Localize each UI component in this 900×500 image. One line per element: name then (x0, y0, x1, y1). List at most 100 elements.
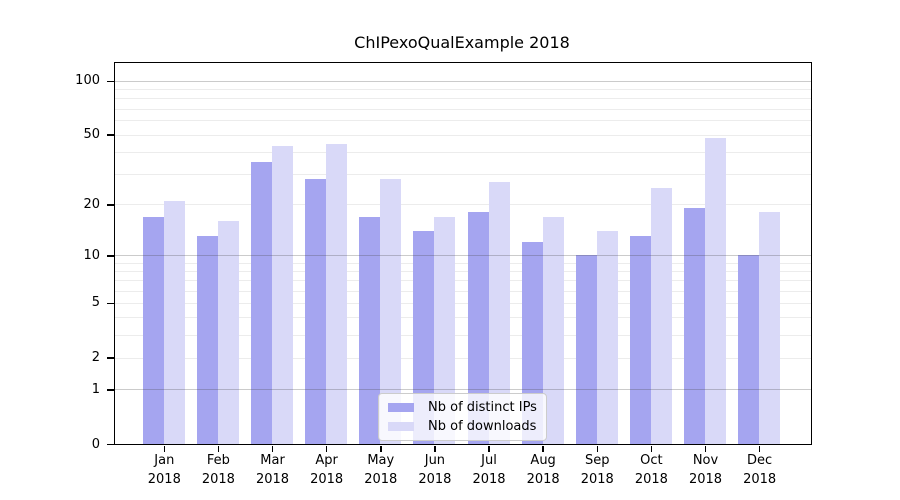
y-tick-label-2: 2 (91, 350, 100, 366)
x-tick-month: Mar (260, 453, 285, 468)
chart-title: ChIPexoQualExample 2018 (354, 33, 570, 52)
x-tick-month: Dec (747, 453, 773, 468)
bar-distinct-ips-jan (142, 216, 164, 444)
bar-downloads-sep (596, 230, 618, 444)
x-tick-mark-sep (596, 446, 598, 452)
x-tick-label-jun: Jun 2018 (408, 451, 462, 489)
y-tick-label-1: 1 (91, 381, 100, 397)
bar-distinct-ips-jul (467, 212, 489, 444)
x-tick-label-oct: Oct 2018 (624, 451, 678, 489)
x-tick-month: Aug (530, 453, 556, 468)
gridline-minor-80 (115, 98, 811, 100)
x-tick-label-jul: Jul 2018 (462, 451, 516, 489)
gridline-minor-70 (115, 108, 811, 110)
legend-label-distinct-ips: Nb of distinct IPs (428, 400, 537, 415)
x-tick-year: 2018 (580, 472, 614, 487)
bar-downloads-mar (272, 146, 294, 444)
x-tick-year: 2018 (364, 472, 398, 487)
x-tick-label-apr: Apr 2018 (300, 451, 354, 489)
x-tick-year: 2018 (418, 472, 452, 487)
bar-downloads-apr (326, 144, 348, 444)
gridline-minor-9 (115, 262, 811, 264)
bar-downloads-dec (759, 212, 781, 444)
bar-distinct-ips-may (359, 216, 381, 444)
y-tick-mark-5 (107, 302, 114, 305)
x-tick-label-may: May 2018 (354, 451, 408, 489)
bar-downloads-may (380, 179, 402, 444)
x-tick-month: Sep (584, 453, 610, 468)
x-tick-year: 2018 (634, 472, 668, 487)
gridline-major-100 (115, 80, 811, 82)
x-tick-year: 2018 (688, 472, 723, 487)
x-tick-label-dec: Dec 2018 (733, 451, 787, 489)
bar-downloads-jul (488, 181, 510, 444)
legend: Nb of distinct IPs Nb of downloads (378, 393, 547, 441)
x-tick-mark-aug (542, 446, 544, 452)
x-tick-year: 2018 (255, 472, 290, 487)
y-tick-mark-50 (107, 134, 114, 136)
x-tick-month: Oct (640, 453, 663, 468)
bar-distinct-ips-feb (196, 236, 218, 444)
gridline-minor-50 (115, 134, 811, 136)
x-tick-mark-jan (163, 446, 166, 452)
bar-distinct-ips-oct (629, 236, 651, 444)
x-tick-mark-feb (217, 446, 220, 452)
gridline-minor-30 (115, 173, 811, 175)
y-tick-mark-0 (107, 443, 114, 446)
x-tick-label-sep: Sep 2018 (570, 451, 624, 489)
gridline-minor-2 (115, 357, 811, 359)
bar-distinct-ips-sep (575, 255, 597, 444)
x-tick-year: 2018 (310, 472, 344, 487)
bar-downloads-aug (542, 216, 564, 444)
x-tick-month: Jul (481, 453, 497, 468)
x-tick-mark-oct (650, 446, 653, 452)
x-tick-year: 2018 (472, 472, 506, 487)
x-tick-label-mar: Mar 2018 (246, 451, 300, 489)
bar-distinct-ips-apr (305, 179, 327, 444)
x-tick-mark-dec (758, 446, 761, 452)
bar-distinct-ips-nov (684, 208, 705, 444)
x-tick-mark-nov (704, 446, 707, 452)
gridline-major-1 (115, 389, 811, 391)
x-tick-month: Apr (315, 453, 338, 468)
gridline-minor-40 (115, 151, 811, 153)
x-tick-year: 2018 (201, 472, 235, 487)
x-tick-year: 2018 (147, 472, 181, 487)
gridline-minor-60 (115, 120, 811, 122)
x-tick-label-feb: Feb 2018 (191, 451, 245, 489)
gridline-minor-8 (115, 271, 811, 273)
legend-swatch-distinct-ips (388, 403, 414, 412)
y-tick-mark-1 (107, 389, 114, 391)
y-tick-label-0: 0 (91, 436, 100, 452)
gridline-minor-7 (115, 280, 811, 282)
x-tick-label-aug: Aug 2018 (516, 451, 570, 489)
legend-label-downloads: Nb of downloads (428, 419, 537, 434)
x-tick-label-jan: Jan 2018 (137, 451, 191, 489)
x-tick-month: Feb (206, 453, 230, 468)
gridline-minor-3 (115, 334, 811, 336)
gridline-minor-90 (115, 88, 811, 90)
bar-distinct-ips-mar (251, 161, 273, 444)
x-tick-year: 2018 (743, 472, 777, 487)
y-tick-mark-2 (107, 357, 114, 359)
x-tick-mark-apr (325, 446, 328, 452)
x-tick-mark-mar (271, 446, 274, 452)
x-tick-mark-jul (488, 446, 490, 452)
y-tick-label-100: 100 (75, 73, 100, 89)
bar-downloads-nov (705, 137, 726, 444)
y-tick-mark-20 (107, 204, 114, 206)
bar-downloads-feb (217, 221, 239, 444)
gridline-minor-5 (115, 302, 811, 304)
x-tick-month: Jun (424, 453, 446, 468)
x-tick-month: Nov (692, 453, 719, 468)
y-tick-label-5: 5 (91, 295, 100, 311)
gridline-minor-4 (115, 317, 811, 319)
legend-swatch-downloads (388, 422, 414, 431)
bar-downloads-jan (163, 200, 185, 444)
y-tick-label-50: 50 (83, 127, 100, 143)
bar-downloads-jun (434, 216, 456, 444)
bar-downloads-oct (650, 187, 672, 444)
gridline-major-10 (115, 255, 811, 257)
plot-area (114, 62, 812, 445)
